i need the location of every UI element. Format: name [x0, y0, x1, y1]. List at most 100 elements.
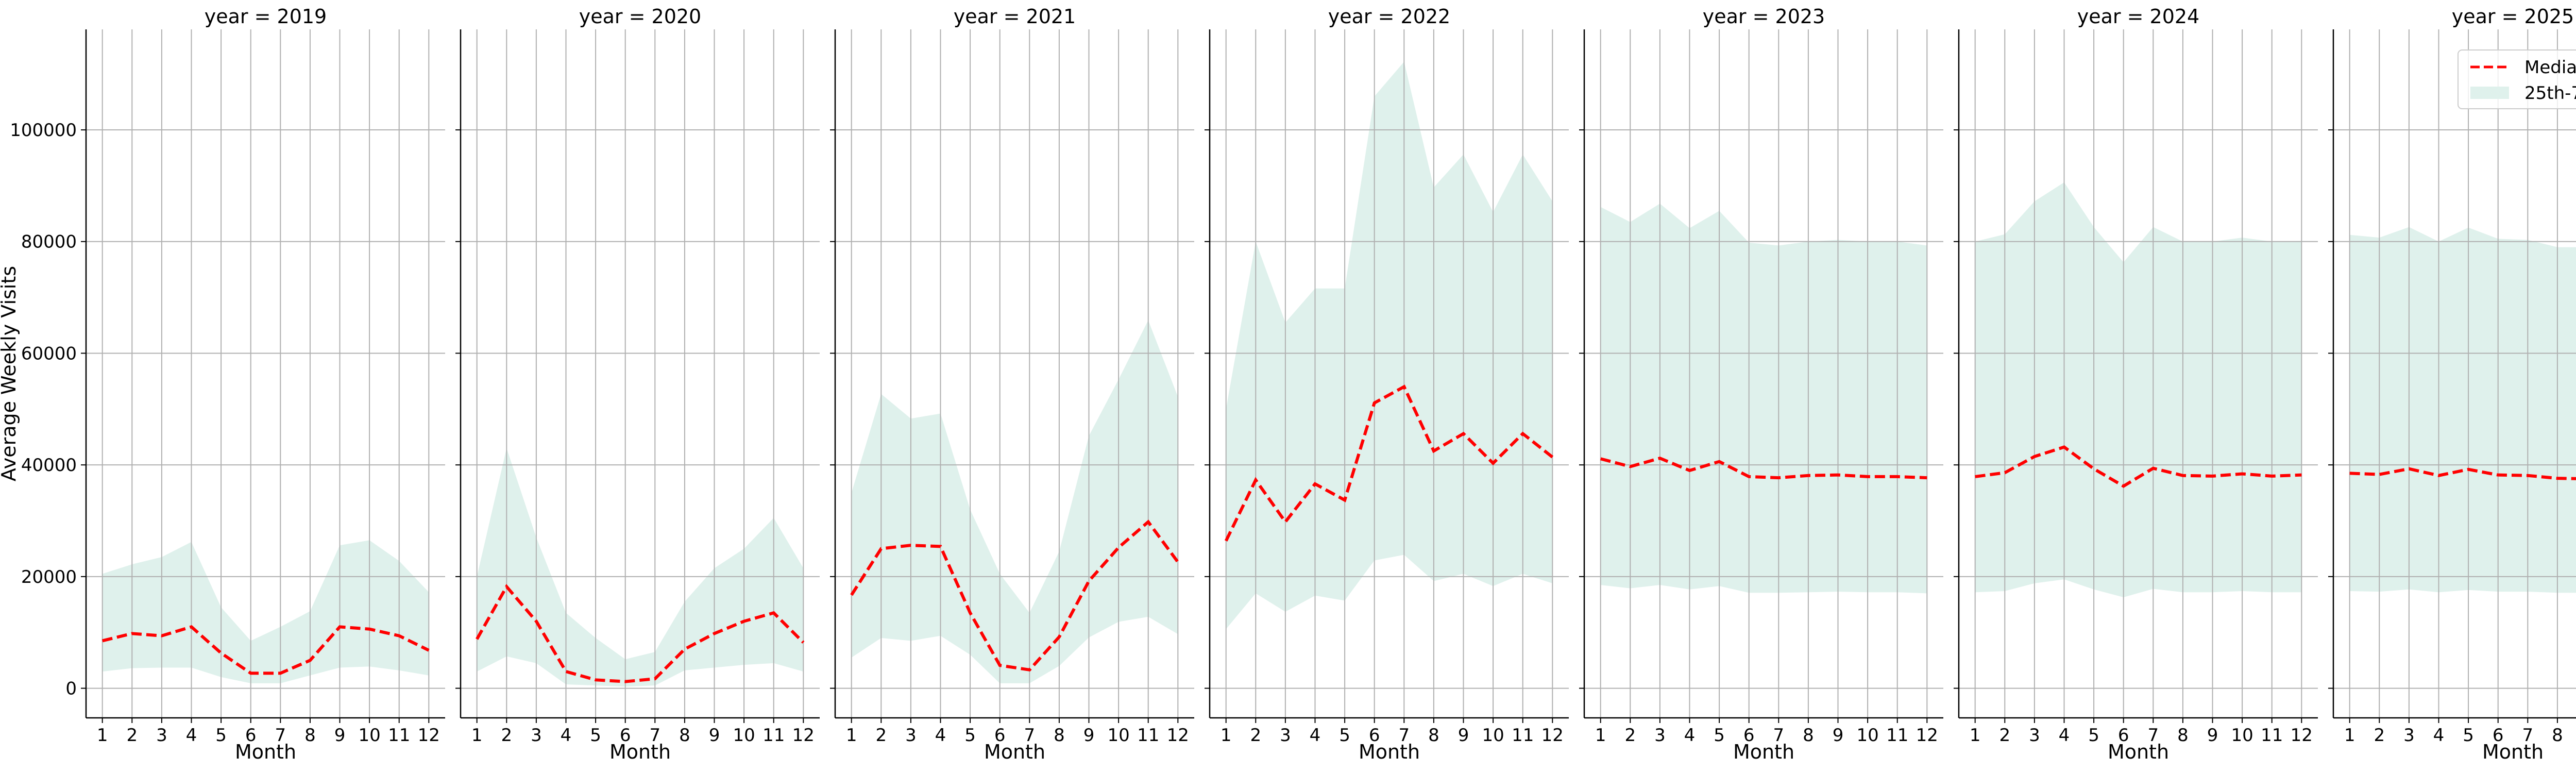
x-tick-label: 10	[358, 725, 380, 746]
x-tick-label: 8	[2177, 725, 2189, 746]
y-tick-label: 40000	[21, 455, 77, 476]
median-line	[476, 584, 805, 683]
x-tick-label: 4	[2433, 725, 2445, 746]
facet-title: year = 2024	[2077, 5, 2199, 28]
x-tick-label: 9	[1458, 725, 1469, 746]
x-axis-label: Month	[984, 741, 1045, 763]
median-line	[1975, 445, 2302, 488]
x-tick-label: 10	[1482, 725, 1504, 746]
x-tick-label: 11	[762, 725, 785, 746]
facet-title: year = 2020	[579, 5, 701, 28]
x-tick-label: 6	[2118, 725, 2129, 746]
facet-title: year = 2025	[2452, 5, 2574, 28]
x-tick-label: 5	[964, 725, 976, 746]
facet-title: year = 2023	[1703, 5, 1825, 28]
x-tick-label: 9	[334, 725, 346, 746]
x-tick-label: 4	[186, 725, 197, 746]
y-tick-label: 100000	[10, 120, 77, 141]
x-tick-label: 4	[935, 725, 946, 746]
x-tick-label: 3	[1280, 725, 1291, 746]
x-tick-label: 1	[471, 725, 483, 746]
legend-median-label: Median	[2524, 57, 2576, 78]
x-tick-label: 11	[1137, 725, 1159, 746]
x-tick-label: 3	[156, 725, 167, 746]
facet-title: year = 2019	[205, 5, 327, 28]
x-tick-label: 9	[2207, 725, 2218, 746]
x-axis-label: Month	[235, 741, 296, 763]
x-tick-label: 6	[245, 725, 257, 746]
x-axis-label: Month	[1359, 741, 1420, 763]
y-tick-label: 20000	[21, 567, 77, 587]
percentile-band	[477, 448, 804, 687]
x-tick-label: 5	[2088, 725, 2099, 746]
x-tick-label: 1	[846, 725, 857, 746]
x-tick-label: 10	[733, 725, 755, 746]
x-tick-label: 11	[1512, 725, 1534, 746]
x-tick-label: 9	[709, 725, 720, 746]
x-tick-label: 12	[1541, 725, 1564, 746]
x-tick-label: 11	[388, 725, 410, 746]
x-tick-label: 11	[2261, 725, 2283, 746]
x-tick-label: 8	[1803, 725, 1814, 746]
x-tick-label: 10	[1107, 725, 1129, 746]
x-tick-label: 6	[620, 725, 631, 746]
x-tick-label: 8	[679, 725, 690, 746]
x-tick-label: 3	[2029, 725, 2040, 746]
x-axis-label: Month	[609, 741, 671, 763]
x-tick-label: 7	[275, 725, 286, 746]
x-tick-label: 7	[1398, 725, 1410, 746]
x-tick-label: 1	[1970, 725, 1981, 746]
x-tick-label: 12	[2291, 725, 2313, 746]
y-axis-label: Average Weekly Visits	[0, 266, 20, 481]
x-tick-label: 11	[1886, 725, 1908, 746]
x-tick-label: 12	[792, 725, 815, 746]
x-tick-label: 2	[1250, 725, 1261, 746]
x-tick-label: 12	[1916, 725, 1938, 746]
x-tick-label: 5	[1714, 725, 1725, 746]
x-tick-label: 5	[1339, 725, 1350, 746]
x-tick-label: 1	[2344, 725, 2355, 746]
x-axis-label: Month	[1733, 741, 1794, 763]
x-tick-label: 6	[994, 725, 1006, 746]
legend-band-label: 25th-75th Percentile	[2524, 83, 2576, 104]
x-tick-label: 3	[905, 725, 917, 746]
y-tick-label: 80000	[21, 232, 77, 253]
x-tick-label: 2	[1999, 725, 2010, 746]
x-tick-label: 12	[1167, 725, 1189, 746]
x-tick-label: 3	[531, 725, 542, 746]
x-tick-label: 5	[590, 725, 601, 746]
x-tick-label: 8	[304, 725, 316, 746]
y-tick-label: 0	[65, 679, 77, 699]
x-tick-label: 4	[561, 725, 572, 746]
facet-title: year = 2022	[1328, 5, 1450, 28]
percentile-band	[1226, 61, 1553, 629]
x-tick-label: 7	[1773, 725, 1784, 746]
percentile-band	[851, 320, 1178, 683]
x-tick-label: 3	[1654, 725, 1666, 746]
x-tick-label: 1	[1221, 725, 1232, 746]
x-tick-label: 5	[215, 725, 227, 746]
x-tick-label: 4	[1684, 725, 1696, 746]
x-tick-label: 7	[649, 725, 660, 746]
x-tick-label: 6	[2493, 725, 2504, 746]
x-tick-label: 4	[1310, 725, 1321, 746]
x-tick-label: 2	[2374, 725, 2385, 746]
percentile-band	[2349, 227, 2576, 593]
x-tick-label: 8	[1428, 725, 1439, 746]
y-tick-label: 60000	[21, 343, 77, 364]
x-tick-label: 5	[2463, 725, 2474, 746]
x-tick-label: 12	[418, 725, 440, 746]
x-tick-label: 8	[1054, 725, 1065, 746]
median-line	[101, 625, 430, 675]
x-tick-label: 1	[97, 725, 108, 746]
x-tick-label: 10	[1856, 725, 1878, 746]
median-line	[1600, 456, 1927, 480]
median-line	[850, 519, 1179, 672]
x-tick-label: 4	[2059, 725, 2070, 746]
median-line	[2349, 467, 2576, 480]
x-tick-label: 2	[1624, 725, 1636, 746]
